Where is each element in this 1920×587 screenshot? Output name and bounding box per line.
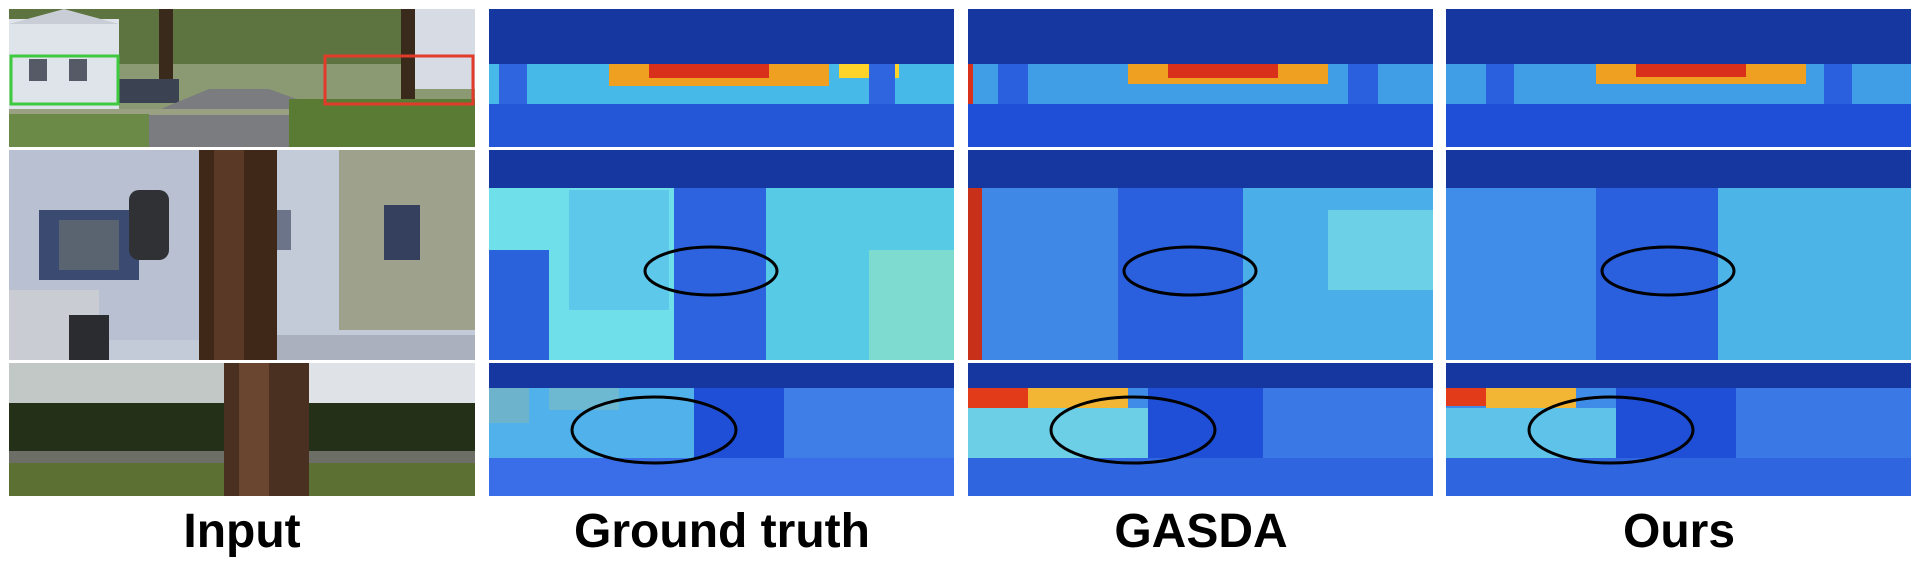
ellipse-highlight (1600, 245, 1736, 297)
ellipse-highlight (570, 395, 738, 465)
input-row1-image (9, 9, 475, 147)
ground-truth-row3-depth (489, 363, 954, 496)
ground-truth-row2-depth (489, 150, 954, 360)
red-box (323, 54, 475, 106)
gasda-row2-depth (968, 150, 1433, 360)
ours-row2-depth (1446, 150, 1911, 360)
label-ours: Ours (1622, 505, 1736, 558)
green-box (9, 54, 120, 106)
label-gasda: GASDA (1114, 505, 1288, 558)
ellipse-highlight (1049, 395, 1217, 465)
ellipse-highlight (1527, 395, 1695, 465)
ours-row1-depth (1446, 9, 1911, 147)
input-row3-image (9, 363, 475, 496)
ours-row3-depth (1446, 363, 1911, 496)
ground-truth-row1-depth (489, 9, 954, 147)
ellipse-highlight (643, 245, 779, 297)
input-row2-image (9, 150, 475, 360)
gasda-row1-depth (968, 9, 1433, 147)
gasda-row3-depth (968, 363, 1433, 496)
label-ground-truth: Ground truth (574, 505, 870, 558)
label-input: Input (183, 505, 301, 558)
ellipse-highlight (1122, 245, 1258, 297)
